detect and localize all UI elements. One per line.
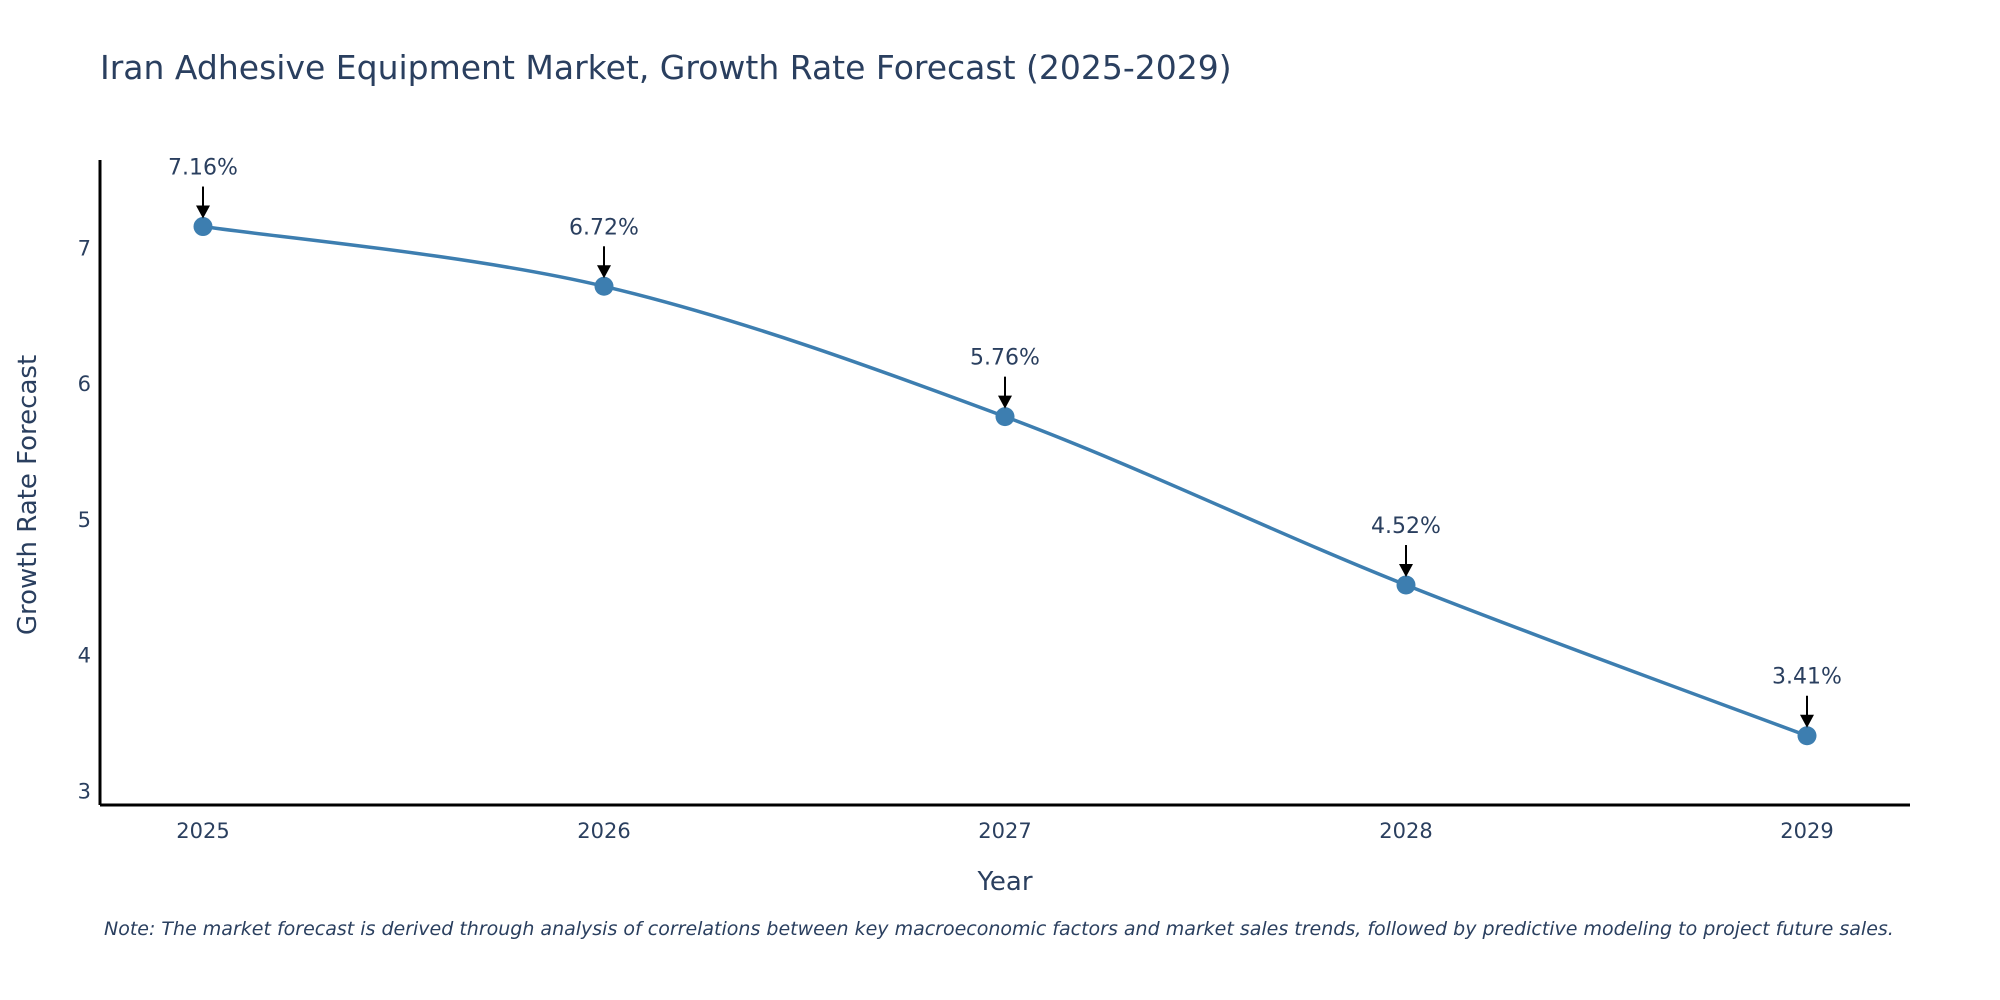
y-tick-label: 6 <box>78 372 91 396</box>
data-point <box>193 217 213 237</box>
annotation-arrowhead <box>196 205 210 219</box>
data-label: 5.76% <box>970 346 1040 371</box>
data-point <box>995 407 1015 427</box>
data-label: 3.41% <box>1772 665 1842 690</box>
annotation-arrowhead <box>998 395 1012 409</box>
y-tick-label: 4 <box>78 644 91 668</box>
chart-note: Note: The market forecast is derived thr… <box>104 918 1894 940</box>
y-tick-label: 5 <box>78 508 91 532</box>
x-tick-label: 2026 <box>577 819 630 843</box>
data-point <box>1797 726 1817 746</box>
annotation-arrowhead <box>597 265 611 279</box>
x-tick-label: 2027 <box>978 819 1031 843</box>
x-tick-label: 2025 <box>176 819 229 843</box>
x-tick-label: 2029 <box>1780 819 1833 843</box>
chart-title: Iran Adhesive Equipment Market, Growth R… <box>100 48 1232 87</box>
data-point <box>594 276 614 296</box>
data-label: 4.52% <box>1371 514 1441 539</box>
y-tick-label: 3 <box>78 779 91 803</box>
axes: 3 4 5 6 7 2025 2026 2027 2028 2029 <box>78 160 1910 843</box>
y-tick-label: 7 <box>78 236 91 260</box>
data-label: 7.16% <box>168 156 238 181</box>
series-line <box>193 217 1817 746</box>
x-axis-title: Year <box>976 867 1032 897</box>
annotation-arrowhead <box>1800 714 1814 728</box>
x-tick-label: 2028 <box>1379 819 1432 843</box>
data-point <box>1396 575 1416 595</box>
data-labels: 7.16% 6.72% 5.76% 4.52% 3.41% <box>168 156 1842 728</box>
y-axis-title: Growth Rate Forecast <box>13 355 43 635</box>
data-label: 6.72% <box>569 215 639 240</box>
annotation-arrowhead <box>1399 564 1413 578</box>
series-path <box>202 224 1808 738</box>
